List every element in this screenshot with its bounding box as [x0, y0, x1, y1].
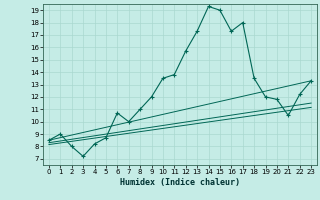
X-axis label: Humidex (Indice chaleur): Humidex (Indice chaleur)	[120, 178, 240, 187]
